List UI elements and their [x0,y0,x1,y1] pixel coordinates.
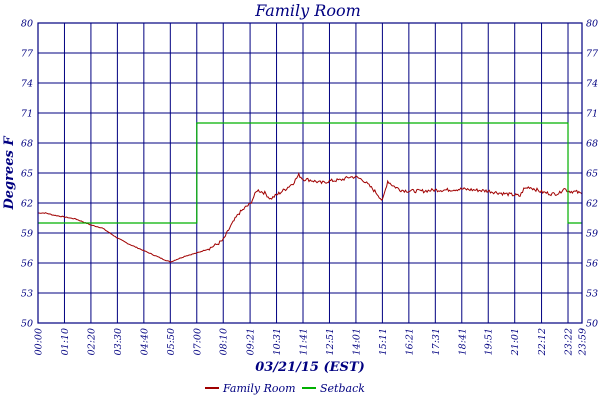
legend: Family Room Setback [205,382,365,395]
y-tick-label-left: 68 [21,139,33,150]
x-tick-label: 08:10 [219,328,230,355]
x-tick-label: 18:41 [457,328,468,355]
legend-label-family-room: Family Room [222,382,296,395]
x-tick-label: 23:22 [564,328,575,356]
y-tick-label-left: 74 [21,79,33,90]
y-tick-label-left: 56 [21,259,33,270]
series-layer [38,122,583,263]
y-tick-label-right: 62 [586,199,598,210]
y-tick-label-right: 77 [586,49,599,60]
x-tick-label: 09:21 [246,328,257,355]
y-tick-label-left: 50 [21,319,33,330]
x-tick-label: 22:12 [537,328,548,356]
x-tick-label: 15:11 [378,328,389,355]
series-family-room-line [38,172,583,263]
y-tick-label-right: 68 [586,139,598,150]
x-axis-label: 03/21/15 (EST) [255,360,365,375]
x-tick-label: 19:51 [484,328,495,355]
x-tick-label: 01:10 [60,328,71,355]
y-tick-label-left: 80 [21,19,33,30]
x-tick-label: 17:31 [431,328,442,355]
y-tick-label-left: 59 [21,229,33,240]
y-tick-label-left: 77 [21,49,34,60]
tick-labels: 50 50 53 53 56 56 59 59 62 62 65 65 68 68 71 71 74 74 77 77… [21,19,599,357]
y-axis-label: Degrees F [2,136,17,211]
y-tick-label-right: 53 [586,289,598,300]
y-tick-label-right: 50 [586,319,598,330]
x-tick-label: 10:31 [272,328,283,355]
y-tick-label-right: 56 [586,259,598,270]
series-setback-line [38,122,582,224]
x-tick-label: 00:00 [34,328,45,355]
x-tick-label: 21:01 [510,328,521,356]
grid [37,22,583,324]
legend-label-setback: Setback [320,382,365,395]
y-tick-label-left: 62 [21,199,33,210]
x-tick-label: 12:51 [325,328,336,355]
plot-border [37,22,583,324]
x-tick-label: 07:00 [192,328,203,355]
y-tick-label-left: 65 [21,169,33,180]
y-tick-label-right: 74 [586,79,598,90]
chart-title: Family Room [254,1,361,20]
plot-frame [37,22,583,324]
x-tick-label: 03:30 [113,328,124,355]
x-tick-label: 16:21 [404,328,415,355]
x-tick-label: 23:59 [578,328,589,356]
y-tick-label-right: 80 [586,19,598,30]
x-tick-label: 02:20 [86,328,97,355]
y-tick-label-right: 65 [586,169,598,180]
x-tick-label: 05:50 [166,328,177,355]
x-tick-label: 11:41 [299,328,310,355]
x-tick-label: 14:01 [351,328,362,355]
y-tick-label-right: 71 [586,109,598,120]
y-tick-label-left: 71 [21,109,33,120]
y-tick-label-left: 53 [21,289,33,300]
x-tick-label: 04:40 [139,328,150,355]
y-tick-label-right: 59 [586,229,598,240]
